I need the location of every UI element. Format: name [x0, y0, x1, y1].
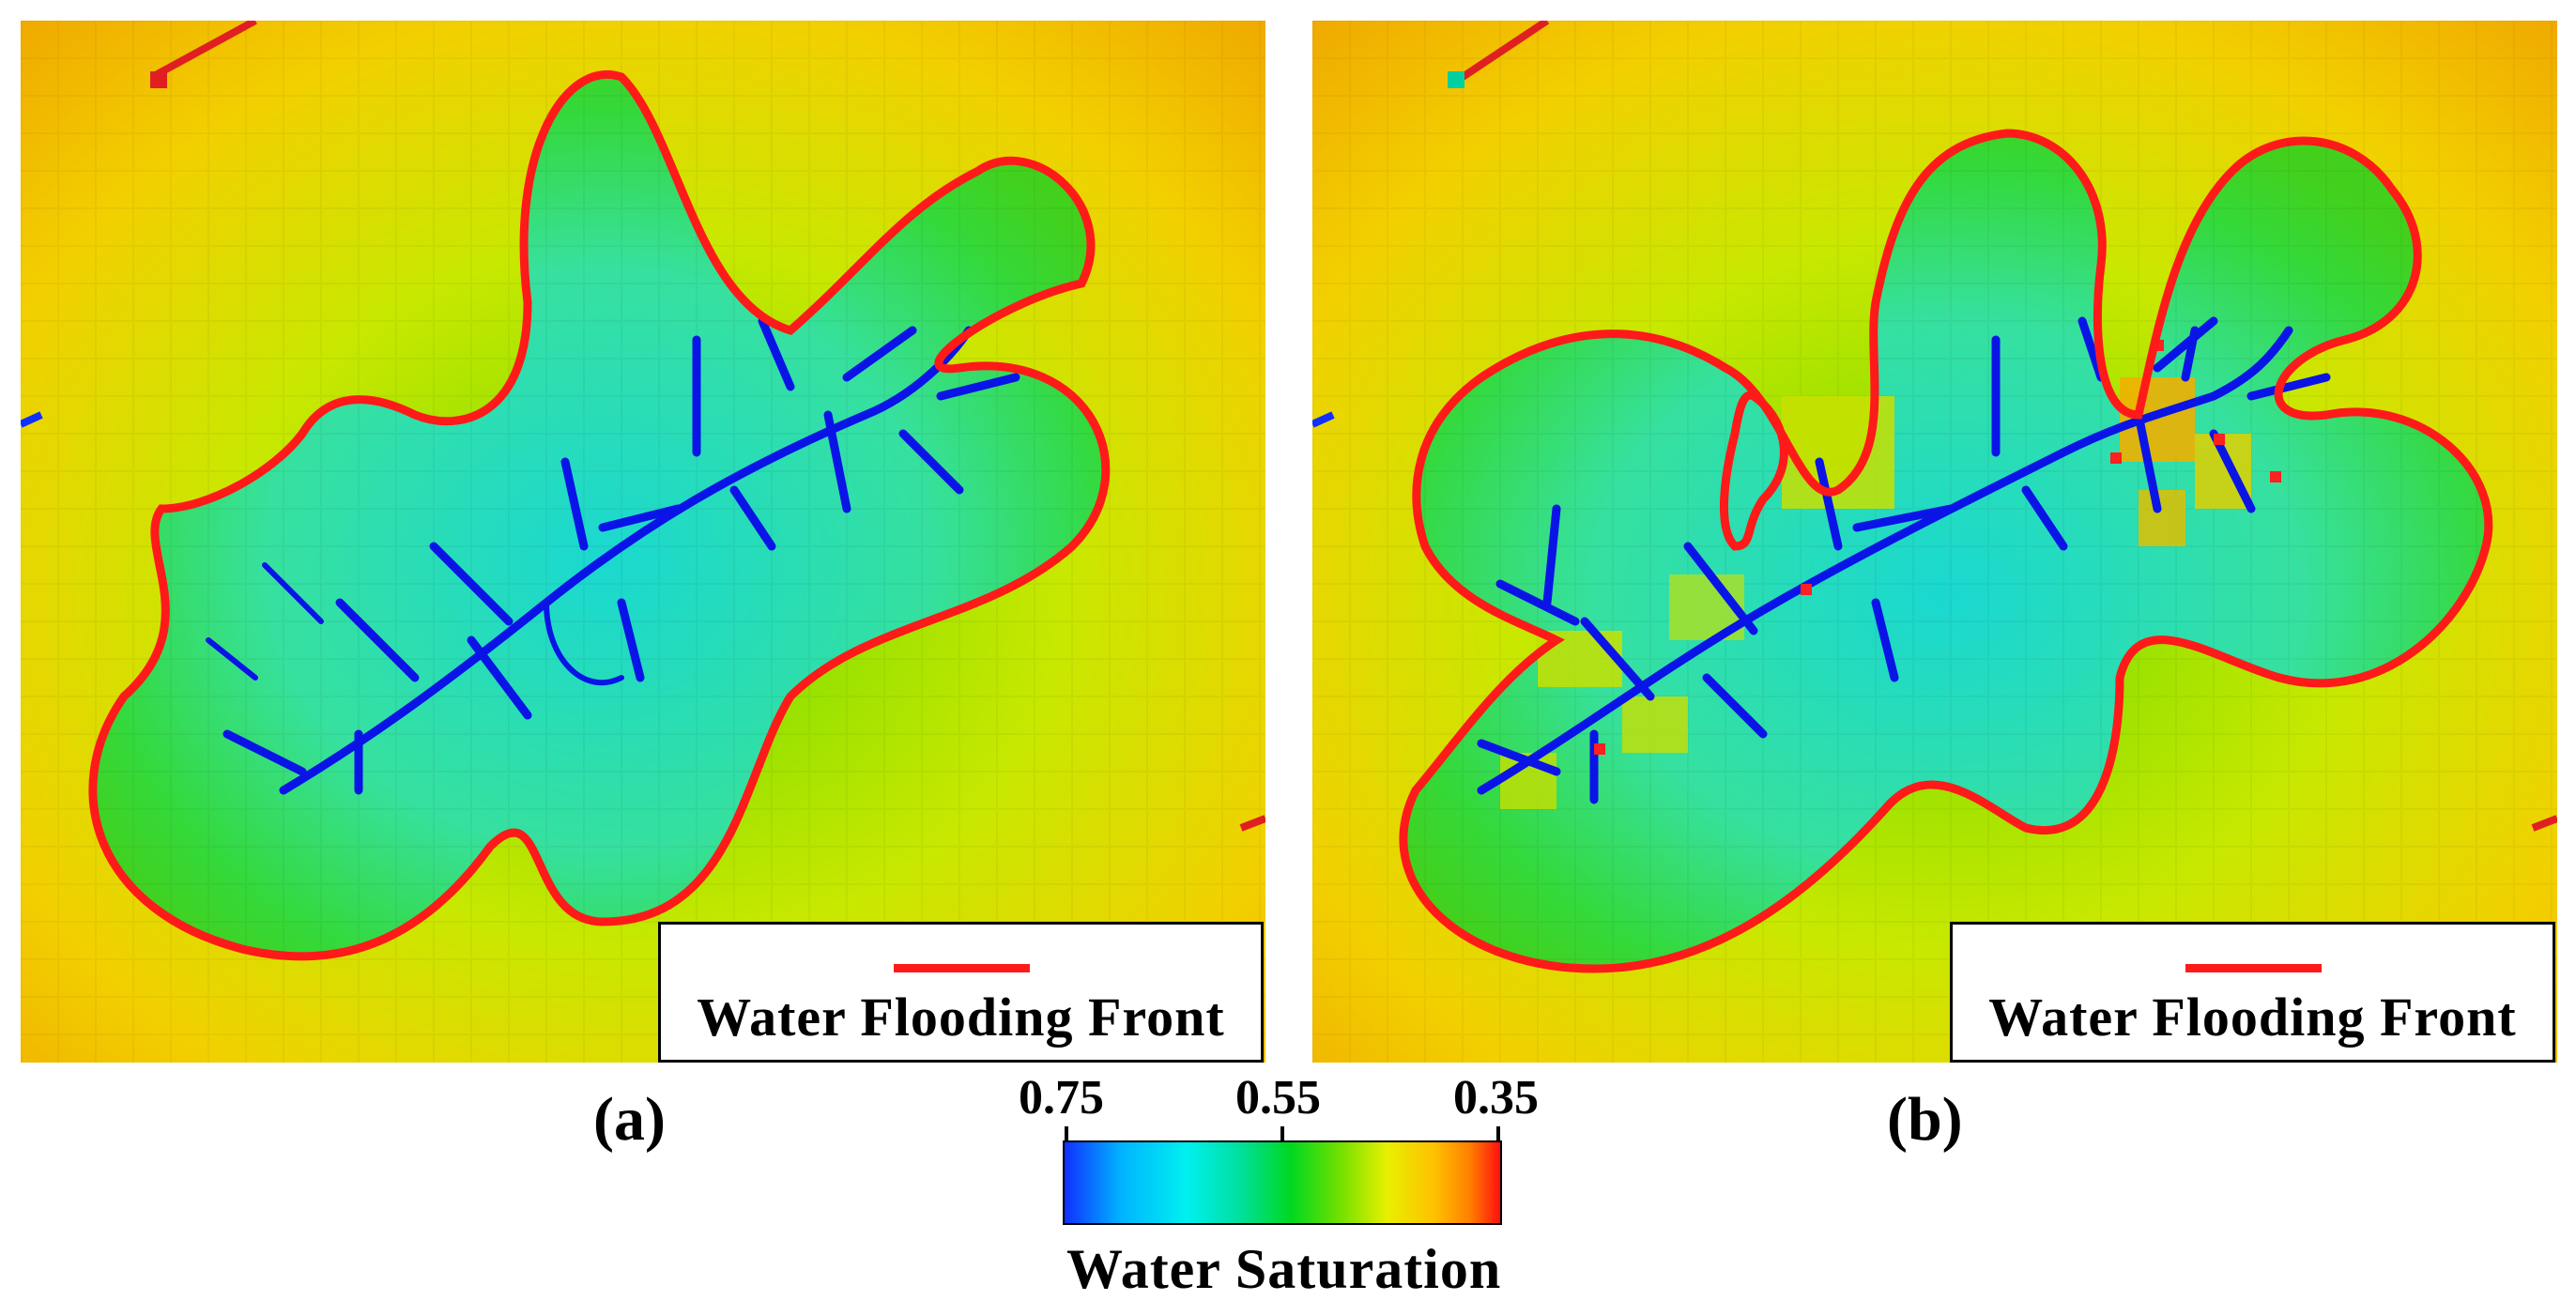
colorbar-tick [1280, 1126, 1284, 1142]
colorbar-title: Water Saturation [1066, 1238, 1502, 1300]
fracture-network-a [206, 316, 1020, 795]
colorbar-tick-label: 0.35 [1453, 1071, 1539, 1125]
colorbar [1063, 1140, 1502, 1225]
flooding-front-curve-b [1399, 129, 2493, 973]
grid-texture [1312, 21, 2557, 1063]
legend-label-a: Water Flooding Front [697, 987, 1225, 1048]
panel-b: Water Flooding Front [1312, 21, 2557, 1063]
grid-texture [21, 21, 1265, 1063]
legend-line-swatch [2185, 964, 2322, 972]
well-marker [21, 411, 43, 428]
legend-line-swatch [894, 964, 1030, 972]
well-marker [1239, 815, 1265, 832]
well-marker [150, 21, 257, 81]
well-marker [150, 71, 167, 88]
flooding-front-curve-a [88, 70, 1111, 961]
panel-a: Water Flooding Front [21, 21, 1265, 1063]
well-marker [2531, 815, 2557, 832]
colorbar-tick-label: 0.75 [1019, 1071, 1104, 1125]
colorbar-tick [1496, 1126, 1500, 1142]
saturation-map-a [21, 21, 1265, 1063]
legend-box-b: Water Flooding Front [1950, 922, 2555, 1063]
legend-label-b: Water Flooding Front [1988, 987, 2517, 1048]
colorbar-tick [1065, 1126, 1068, 1142]
flooding-front-inner-loop [1719, 390, 1788, 551]
well-marker [1460, 21, 1550, 81]
panel-label-a: (a) [593, 1085, 666, 1154]
panel-label-b: (b) [1887, 1085, 1963, 1154]
fracture-network-b [1477, 316, 2331, 804]
well-marker [1312, 411, 1335, 428]
well-marker [1448, 71, 1464, 88]
legend-box-a: Water Flooding Front [658, 922, 1264, 1063]
saturation-map-b [1312, 21, 2557, 1063]
colorbar-tick-label: 0.55 [1235, 1071, 1321, 1125]
